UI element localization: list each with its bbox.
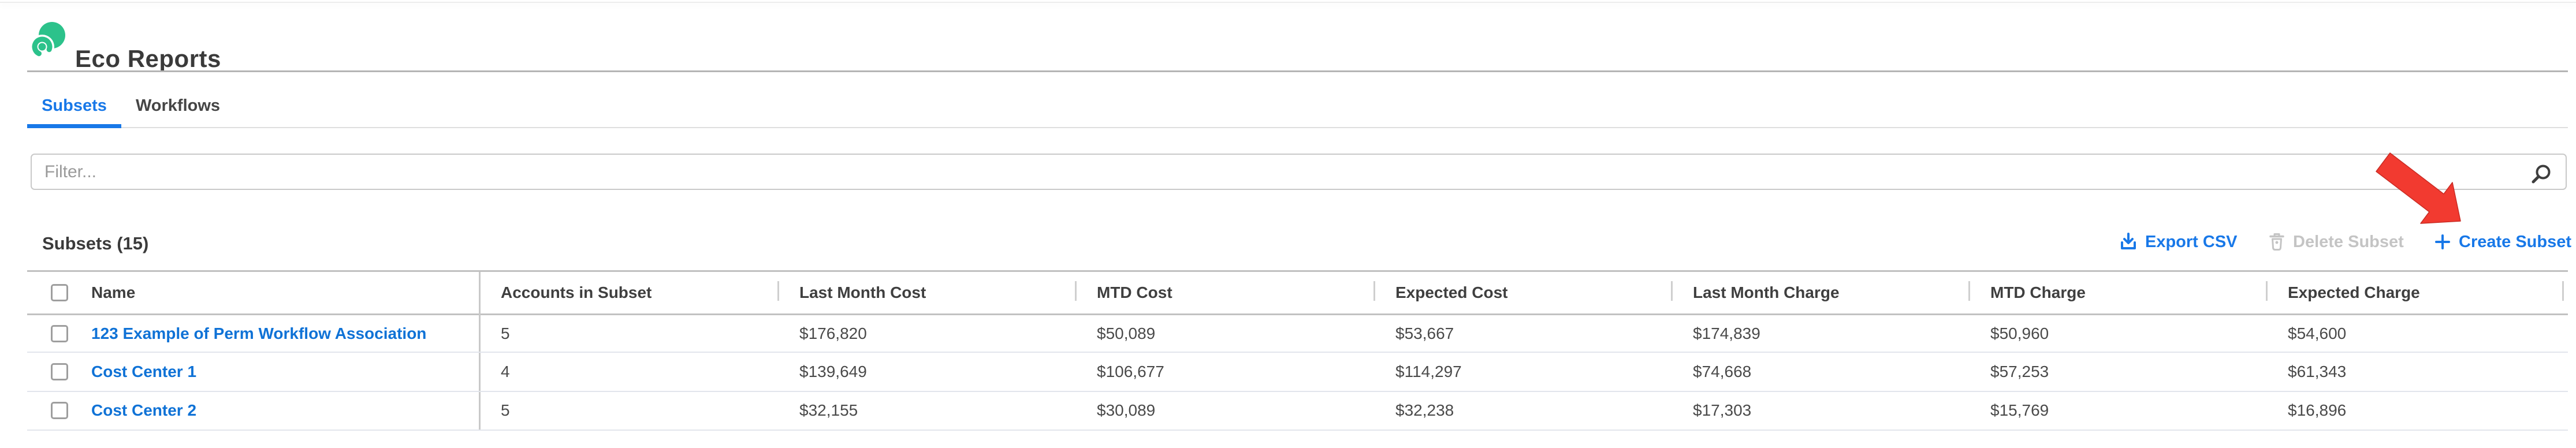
row-divider: [27, 352, 2568, 353]
column-header-expected-cost[interactable]: Expected Cost: [1395, 283, 1508, 301]
row-checkbox[interactable]: [51, 402, 68, 419]
subsets-count-heading: Subsets (15): [42, 233, 149, 253]
row-checkbox[interactable]: [51, 324, 68, 342]
column-header-last-month-cost[interactable]: Last Month Cost: [799, 283, 926, 301]
last-month-charge-value: $74,668: [1693, 363, 1752, 380]
row-divider: [27, 430, 2568, 431]
accounts-in-subset-value: 5: [501, 401, 510, 419]
last-month-cost-value: $32,155: [799, 401, 858, 419]
row-checkbox[interactable]: [51, 363, 68, 380]
export-csv-label: Export CSV: [2145, 232, 2238, 251]
last-month-charge-value: $17,303: [1693, 401, 1752, 419]
column-divider: [1373, 281, 1375, 301]
column-divider: [1671, 281, 1673, 301]
tab-workflows[interactable]: Workflows: [121, 87, 234, 125]
column-header-mtd-cost[interactable]: MTD Cost: [1097, 283, 1172, 301]
expected-charge-value: $61,343: [2288, 363, 2347, 380]
tab-subsets[interactable]: Subsets: [27, 87, 121, 125]
mtd-cost-value: $50,089: [1097, 324, 1156, 342]
mtd-cost-value: $106,677: [1097, 363, 1164, 380]
expected-charge-value: $54,600: [2288, 324, 2347, 342]
column-header-last-month-charge[interactable]: Last Month Charge: [1693, 283, 1840, 301]
table-header-row: Name Accounts in Subset Last Month Cost …: [0, 272, 2576, 313]
table-top-border: [27, 270, 2568, 272]
accounts-in-subset-value: 4: [501, 363, 510, 380]
filter-input[interactable]: [31, 154, 2567, 190]
column-divider: [2266, 281, 2268, 301]
export-csv-button[interactable]: Export CSV: [2120, 231, 2238, 253]
header-divider: [27, 70, 2568, 72]
mtd-charge-value: $50,960: [1990, 324, 2049, 342]
mtd-charge-value: $15,769: [1990, 401, 2049, 419]
trash-icon: [2269, 233, 2284, 251]
create-subset-label: Create Subset: [2459, 232, 2572, 251]
page-title: Eco Reports: [75, 45, 221, 72]
table-row: Cost Center 1 4 $139,649 $106,677 $114,2…: [0, 353, 2576, 390]
table-row: Cost Center 2 5 $32,155 $30,089 $32,238 …: [0, 392, 2576, 429]
expected-cost-value: $114,297: [1395, 363, 1462, 380]
tab-workflows-label: Workflows: [135, 96, 221, 115]
column-divider: [1075, 281, 1077, 301]
column-header-expected-charge[interactable]: Expected Charge: [2288, 283, 2420, 301]
delete-subset-label: Delete Subset: [2293, 232, 2404, 251]
column-header-accounts[interactable]: Accounts in Subset: [501, 283, 652, 301]
select-all-checkbox[interactable]: [51, 284, 68, 301]
tab-subsets-label: Subsets: [42, 96, 107, 115]
expected-cost-value: $53,667: [1395, 324, 1454, 342]
subset-name-link[interactable]: 123 Example of Perm Workflow Association: [91, 324, 427, 342]
subset-name-link[interactable]: Cost Center 1: [91, 363, 197, 380]
name-column-divider: [479, 272, 481, 430]
mtd-charge-value: $57,253: [1990, 363, 2049, 380]
expected-cost-value: $32,238: [1395, 401, 1454, 419]
last-month-cost-value: $176,820: [799, 324, 867, 342]
column-divider: [2562, 281, 2564, 301]
active-tab-indicator: [27, 124, 121, 128]
row-divider: [27, 391, 2568, 392]
download-icon: [2121, 233, 2136, 249]
accounts-in-subset-value: 5: [501, 324, 510, 342]
search-icon[interactable]: [2531, 164, 2552, 185]
table-row: 123 Example of Perm Workflow Association…: [0, 315, 2576, 352]
last-month-charge-value: $174,839: [1693, 324, 1760, 342]
create-subset-button[interactable]: Create Subset: [2434, 231, 2571, 253]
column-header-name[interactable]: Name: [91, 283, 136, 301]
tabbar-divider: [27, 127, 2568, 128]
expected-charge-value: $16,896: [2288, 401, 2347, 419]
plus-icon: [2435, 234, 2450, 249]
column-divider: [777, 281, 779, 301]
column-divider: [1968, 281, 1970, 301]
column-header-mtd-charge[interactable]: MTD Charge: [1990, 283, 2086, 301]
delete-subset-button[interactable]: Delete Subset: [2269, 231, 2404, 253]
last-month-cost-value: $139,649: [799, 363, 867, 380]
window-top-edge: [0, 2, 2576, 3]
table-header-bottom-border: [27, 313, 2568, 315]
eco-logo-icon: [30, 22, 65, 59]
mtd-cost-value: $30,089: [1097, 401, 1156, 419]
subset-name-link[interactable]: Cost Center 2: [91, 401, 197, 419]
